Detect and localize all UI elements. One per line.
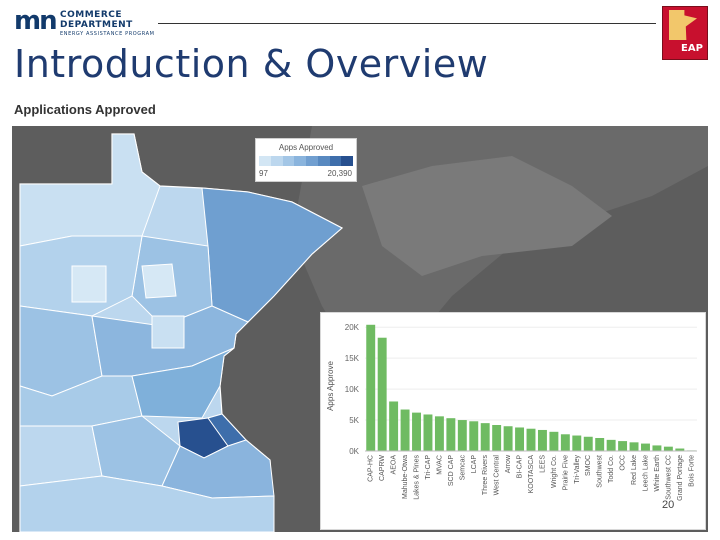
bar[interactable]	[537, 429, 547, 451]
bar[interactable]	[583, 436, 593, 451]
legend-title: Apps Approved	[278, 143, 334, 152]
legend-swatch	[270, 156, 283, 166]
legend-swatch	[329, 156, 342, 166]
legend-swatch	[294, 156, 306, 166]
y-axis-label: Apps Approve	[326, 361, 335, 411]
x-tick-label: Prairie Five	[562, 455, 569, 491]
bar[interactable]	[675, 448, 685, 451]
bar[interactable]	[377, 337, 387, 451]
x-tick-label: LEES	[539, 455, 546, 473]
map-legend: Apps Approved 97 20,390	[255, 138, 357, 182]
bar[interactable]	[526, 428, 536, 451]
bar[interactable]	[457, 420, 467, 451]
bar[interactable]	[652, 445, 662, 451]
bar[interactable]	[606, 439, 616, 451]
x-tick-label: SMOC	[585, 455, 592, 476]
legend-swatch	[259, 156, 271, 166]
logo-text-department: DEPARTMENT	[60, 20, 133, 30]
x-tick-label: White Earth	[654, 455, 661, 492]
x-tick-label: CAPRW	[379, 455, 386, 481]
bar[interactable]	[618, 441, 628, 451]
bar[interactable]	[560, 434, 570, 451]
x-tick-label: Tri-Valley	[574, 455, 581, 484]
bar[interactable]	[469, 421, 479, 451]
x-tick-label: SCD CAP	[448, 455, 455, 486]
x-tick-label: Tri-CAP	[425, 455, 432, 480]
x-tick-label: Grand Portage	[677, 455, 684, 501]
bar[interactable]	[572, 435, 582, 451]
region-shape[interactable]	[141, 263, 177, 299]
legend-swatch	[306, 156, 318, 166]
y-tick-label: 10K	[345, 385, 360, 394]
bar[interactable]	[446, 418, 456, 451]
page-title: Introduction & Overview	[14, 42, 489, 86]
y-tick-label: 15K	[345, 354, 360, 363]
minnesota-state-icon	[669, 10, 697, 40]
legend-swatch	[341, 156, 353, 166]
x-tick-label: Wright Co.	[551, 455, 558, 488]
x-tick-label: Todd Co.	[608, 455, 615, 483]
bar-chart[interactable]: 0K 5K 10K 15K 20K Apps Approve CAP-HC CAPRW AEOA…	[321, 313, 705, 529]
x-tick-label: BI-CAP	[517, 455, 524, 479]
bar[interactable]	[492, 425, 502, 451]
x-tick-label: Arrow	[505, 454, 512, 473]
header-rule	[158, 23, 656, 24]
region-shape[interactable]	[151, 315, 185, 349]
legend-max-label: 20,390	[327, 169, 352, 178]
y-tick-label: 20K	[345, 323, 360, 332]
bar[interactable]	[641, 443, 650, 451]
x-tick-label: Red Lake	[631, 455, 638, 485]
x-tick-label: Bois Forte	[688, 455, 695, 487]
bar[interactable]	[549, 431, 559, 451]
x-tick-label: Southwest	[597, 455, 604, 488]
x-tick-label: Leech Lake	[642, 455, 649, 491]
bar[interactable]	[400, 409, 410, 451]
bar[interactable]	[480, 423, 490, 451]
legend-swatch	[282, 156, 295, 166]
x-tick-label: Semcac	[459, 455, 466, 481]
eap-logo-text: EAP	[681, 43, 703, 54]
commerce-logo: mn COMMERCE DEPARTMENT ENERGY ASSISTANCE…	[14, 6, 214, 40]
bar[interactable]	[366, 324, 376, 451]
bar[interactable]	[412, 412, 421, 451]
x-tick-label: Southwest CC	[665, 455, 672, 500]
choropleth-map[interactable]	[12, 126, 708, 532]
bar[interactable]	[515, 427, 525, 451]
page-number: 20	[662, 499, 675, 511]
legend-swatch	[317, 156, 330, 166]
lake-superior-shape	[362, 156, 612, 276]
bar[interactable]	[663, 446, 673, 451]
logo-text-commerce: COMMERCE	[60, 10, 122, 20]
x-tick-label: Three Rivers	[482, 455, 489, 496]
x-tick-label: West Central	[494, 455, 501, 496]
bar[interactable]	[595, 438, 605, 451]
x-tick-label: Mahube-Otwa	[402, 455, 409, 499]
bar[interactable]	[389, 401, 399, 451]
bar[interactable]	[503, 426, 513, 451]
region-shape[interactable]	[131, 347, 235, 419]
x-tick-label: AEOA	[391, 455, 398, 475]
eap-logo: EAP	[662, 6, 708, 60]
legend-min-label: 97	[259, 169, 268, 178]
y-tick-label: 5K	[349, 416, 359, 425]
x-tick-label: KOOTASCA	[528, 455, 535, 494]
x-tick-label: CAP-HC	[368, 455, 375, 482]
x-tick-label: Lakes & Pines	[414, 455, 421, 500]
x-tick-label: OCC	[620, 455, 627, 471]
region-shape[interactable]	[19, 475, 275, 532]
bar[interactable]	[434, 416, 444, 451]
legend-color-ramp	[259, 156, 353, 166]
bar[interactable]	[423, 414, 433, 451]
logo-text-program: ENERGY ASSISTANCE PROGRAM	[60, 31, 155, 37]
logo-mark: mn	[14, 6, 58, 36]
bar-chart-panel[interactable]: 0K 5K 10K 15K 20K Apps Approve CAP-HC CAPRW AEOA…	[320, 312, 706, 530]
region-shape[interactable]	[19, 133, 161, 247]
viz-title: Applications Approved	[14, 102, 156, 117]
y-tick-label: 0K	[349, 447, 359, 456]
bar[interactable]	[629, 442, 639, 451]
x-tick-label: LCAP	[471, 455, 478, 474]
region-shape[interactable]	[71, 265, 107, 303]
x-tick-label: MVAC	[436, 455, 443, 475]
